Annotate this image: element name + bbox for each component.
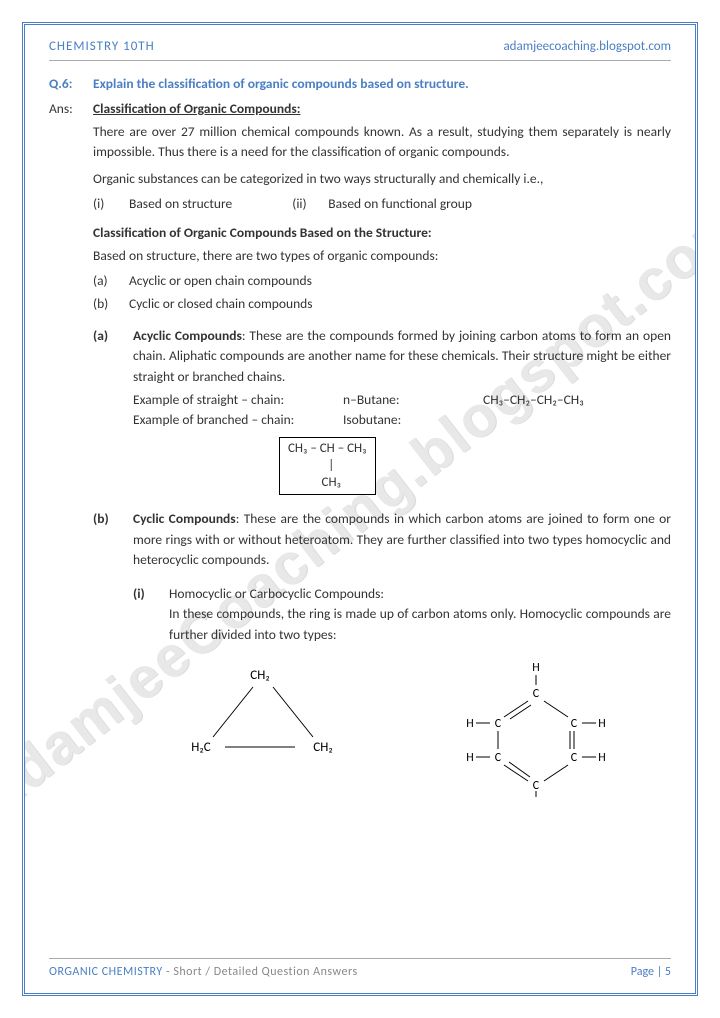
- answer-label: Ans:: [49, 100, 83, 117]
- cyclopropane-diagram: CH₂ H₂C CH₂: [175, 659, 355, 769]
- svg-text:H: H: [532, 797, 539, 799]
- section-b: (b) Cyclic Compounds: These are the comp…: [93, 509, 671, 570]
- svg-text:H: H: [532, 661, 539, 675]
- page-footer: ORGANIC CHEMISTRY - Short / Detailed Que…: [49, 958, 671, 979]
- section-title: Classification of Organic Compounds Base…: [93, 224, 671, 241]
- paragraph-2: Organic substances can be categorized in…: [93, 169, 671, 189]
- footer-left: ORGANIC CHEMISTRY - Short / Detailed Que…: [49, 965, 358, 979]
- example-row: Example of branched – chain:Isobutane:: [133, 411, 671, 428]
- section-label: (b): [93, 509, 133, 570]
- svg-text:C: C: [494, 717, 501, 731]
- svg-text:C: C: [494, 751, 501, 765]
- subsection-label: (i): [133, 584, 169, 645]
- section-label: (a): [93, 326, 133, 387]
- svg-text:C: C: [532, 779, 539, 793]
- question: Q.6: Explain the classification of organ…: [49, 75, 671, 92]
- list-item: (b)Cyclic or closed chain compounds: [93, 295, 671, 312]
- svg-text:H: H: [466, 717, 473, 731]
- list-num: (ii): [292, 195, 328, 212]
- question-text: Explain the classification of organic co…: [93, 75, 469, 92]
- header-right: adamjeecoaching.blogspot.com: [503, 39, 671, 54]
- paragraph-1: There are over 27 million chemical compo…: [93, 122, 671, 163]
- list-text: Based on structure: [129, 195, 232, 212]
- subsection-text: Homocyclic or Carbocyclic Compounds:In t…: [169, 584, 671, 645]
- svg-text:H₂C: H₂C: [191, 740, 210, 755]
- section-text: Acyclic Compounds: These are the compoun…: [133, 326, 671, 387]
- svg-text:CH₂: CH₂: [250, 668, 269, 683]
- list-item: (a)Acyclic or open chain compounds: [93, 272, 671, 289]
- question-number: Q.6:: [49, 75, 83, 92]
- isobutane-structure: CH₃ – CH – CH₃ | CH₃: [279, 437, 376, 496]
- paragraph-3: Based on structure, there are two types …: [93, 246, 671, 266]
- footer-right: Page | 5: [631, 965, 671, 979]
- section-a: (a) Acyclic Compounds: These are the com…: [93, 326, 671, 387]
- answer-title: Classification of Organic Compounds:: [93, 100, 300, 117]
- subsection-i: (i) Homocyclic or Carbocyclic Compounds:…: [133, 584, 671, 645]
- page-header: CHEMISTRY 10TH adamjeecoaching.blogspot.…: [49, 39, 671, 61]
- svg-text:H: H: [598, 751, 605, 765]
- section-text: Cyclic Compounds: These are the compound…: [133, 509, 671, 570]
- example-row: Example of straight – chain:n–Butane:CH₃…: [133, 391, 671, 408]
- svg-text:H: H: [598, 717, 605, 731]
- header-left: CHEMISTRY 10TH: [49, 39, 155, 54]
- svg-text:C: C: [570, 751, 577, 765]
- svg-text:CH₂: CH₂: [313, 740, 332, 755]
- answer-row: Ans: Classification of Organic Compounds…: [49, 100, 671, 117]
- svg-text:H: H: [466, 751, 473, 765]
- svg-text:C: C: [532, 687, 539, 701]
- category-list: (i)Based on structure (ii)Based on funct…: [93, 195, 671, 212]
- chemical-diagrams: CH₂ H₂C CH₂ H C C C H H C C H H C H: [129, 659, 671, 799]
- benzene-diagram: H C C C H H C C H H C H: [446, 659, 626, 799]
- list-num: (i): [93, 195, 129, 212]
- list-text: Based on functional group: [328, 195, 472, 212]
- svg-text:C: C: [570, 717, 577, 731]
